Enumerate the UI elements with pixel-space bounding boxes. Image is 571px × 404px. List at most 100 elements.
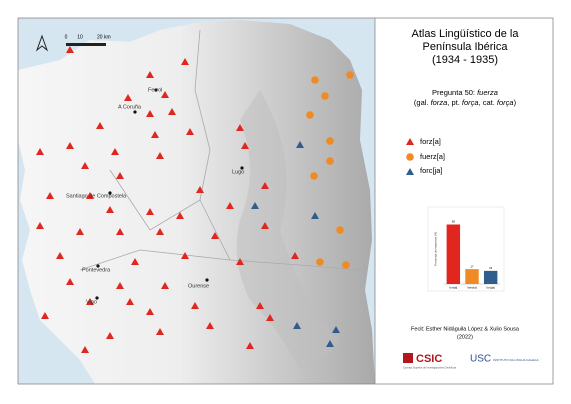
legend-label: forc[ja]	[420, 166, 443, 175]
response-marker	[321, 92, 329, 100]
response-marker	[86, 298, 94, 305]
credit: Fecit: Esther Nidáguila López & Xulio So…	[411, 326, 520, 332]
response-marker	[66, 278, 74, 285]
response-marker	[310, 172, 318, 180]
gloss-word: força	[462, 98, 479, 107]
response-marker	[241, 142, 249, 149]
title: (1934 - 1935)	[432, 54, 498, 66]
response-marker	[226, 202, 234, 209]
legend-label: forz[a]	[420, 137, 441, 146]
response-marker	[332, 326, 340, 333]
response-marker	[336, 226, 344, 234]
inset-category-label: forc[ja]	[486, 286, 495, 290]
usc-sub: INSTITUTO DA LINGUA GALEGA	[493, 358, 539, 362]
response-marker	[151, 131, 159, 138]
response-marker	[66, 142, 74, 149]
response-marker	[342, 261, 350, 269]
inset-value-label: 68	[452, 220, 456, 224]
response-marker	[291, 252, 299, 259]
response-marker	[191, 302, 199, 309]
inset-bar	[465, 269, 479, 284]
response-marker	[311, 76, 319, 84]
city-dot	[205, 278, 209, 282]
inset-value-label: 15	[489, 266, 493, 270]
response-marker	[56, 252, 64, 259]
response-marker	[81, 346, 89, 353]
markers	[36, 46, 354, 353]
csic-logo: CSIC	[416, 353, 442, 365]
csic-sub: Consejo Superior de Investigaciones Cien…	[403, 367, 457, 370]
response-marker	[176, 212, 184, 219]
response-marker	[261, 222, 269, 229]
response-marker	[186, 128, 194, 135]
credit: (2022)	[457, 334, 473, 340]
response-marker	[156, 152, 164, 159]
response-marker	[66, 46, 74, 53]
response-marker	[326, 157, 334, 165]
response-marker	[161, 91, 169, 98]
title: Península Ibérica	[423, 41, 509, 53]
frame	[17, 17, 554, 385]
question-word: fuerza	[477, 88, 498, 97]
title: Atlas Lingüístico de la	[411, 28, 519, 40]
response-marker	[146, 308, 154, 315]
city-label: Ourense	[188, 283, 209, 289]
inset-value-label: 17	[470, 264, 474, 268]
legend-symbol	[406, 138, 414, 145]
response-marker	[256, 302, 264, 309]
response-marker	[196, 186, 204, 193]
response-marker	[156, 328, 164, 335]
response-marker	[36, 222, 44, 229]
inset-chart: Porcentaje de respuestas (%) 68 forz[a] 17 f…	[434, 220, 500, 290]
question-prefix: Pregunta 50:	[432, 88, 477, 97]
response-marker	[211, 232, 219, 239]
gloss-text: , pt.	[447, 98, 462, 107]
north-arrow	[35, 34, 49, 52]
city-dot	[133, 110, 137, 114]
legend-symbol	[406, 168, 414, 175]
gloss-word: força	[497, 98, 514, 107]
response-marker	[236, 124, 244, 131]
response-marker	[326, 340, 334, 347]
csic-emblem	[403, 353, 413, 363]
response-marker	[116, 282, 124, 289]
response-marker	[111, 148, 119, 155]
city-dot	[95, 296, 99, 300]
gloss-text: (gal.	[414, 98, 431, 107]
response-marker	[206, 322, 214, 329]
gloss-text: )	[514, 98, 517, 107]
question: Pregunta 50: fuerza	[432, 88, 498, 97]
inset-category-label: fuerz[a]	[467, 286, 477, 290]
response-marker	[161, 282, 169, 289]
city-dot	[240, 166, 244, 170]
response-marker	[41, 312, 49, 319]
response-marker	[246, 342, 254, 349]
response-marker	[311, 212, 319, 219]
response-marker	[266, 314, 274, 321]
response-marker	[156, 228, 164, 235]
scale-label: 10	[77, 34, 83, 40]
response-marker	[306, 111, 314, 119]
province-borders	[79, 29, 361, 271]
legend-label: fuerz[a]	[420, 152, 445, 161]
response-marker	[76, 228, 84, 235]
city-dot	[108, 191, 112, 195]
response-marker	[236, 258, 244, 265]
usc-logo: USC	[470, 354, 491, 365]
scale-bar	[66, 43, 106, 46]
city-label: Vigo	[86, 299, 97, 305]
response-marker	[251, 202, 259, 209]
response-marker	[146, 110, 154, 117]
city-label: Lugo	[232, 169, 244, 175]
response-marker	[106, 206, 114, 213]
response-marker	[36, 148, 44, 155]
cities: Ferrol A Coruña Lugo Santiago de Compostela…	[66, 87, 244, 305]
response-marker	[116, 172, 124, 179]
response-marker	[316, 258, 324, 266]
gloss-word: forza	[431, 98, 448, 107]
response-marker	[106, 332, 114, 339]
response-marker	[124, 94, 132, 101]
response-marker	[146, 71, 154, 78]
response-marker	[131, 258, 139, 265]
